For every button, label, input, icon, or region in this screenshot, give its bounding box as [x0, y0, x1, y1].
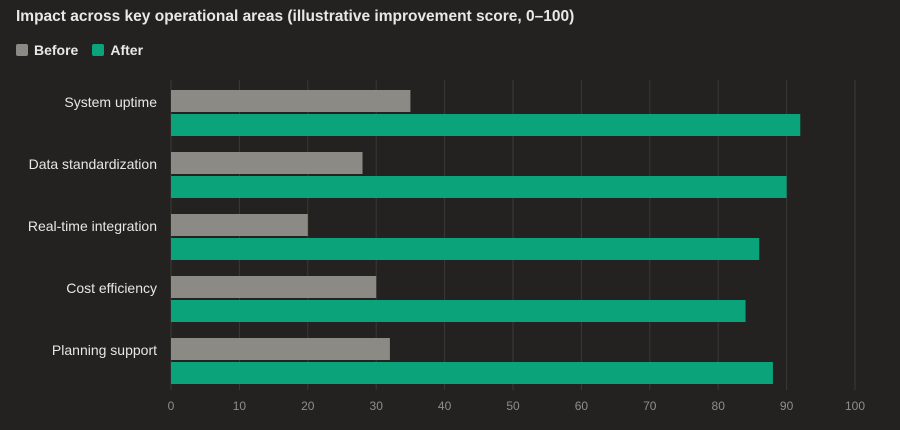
category-label-system-uptime: System uptime: [64, 94, 157, 110]
legend-label-after: After: [110, 42, 144, 58]
x-tick-label-100: 100: [845, 399, 865, 413]
x-tick-label-30: 30: [370, 399, 384, 413]
x-tick-label-70: 70: [643, 399, 657, 413]
bar-before-real-time-integration: [171, 214, 308, 236]
legend-label-before: Before: [34, 42, 79, 58]
bar-after-real-time-integration: [171, 238, 760, 260]
bar-before-system-uptime: [171, 90, 411, 112]
bar-before-data-standardization: [171, 152, 363, 174]
bar-after-data-standardization: [171, 176, 787, 198]
x-tick-label-10: 10: [233, 399, 247, 413]
bar-after-planning-support: [171, 362, 773, 384]
legend-swatch-after: [92, 44, 105, 56]
category-label-real-time-integration: Real-time integration: [28, 218, 157, 234]
category-label-planning-support: Planning support: [52, 342, 157, 358]
x-tick-label-60: 60: [575, 399, 589, 413]
x-tick-label-50: 50: [506, 399, 520, 413]
chart-title: Impact across key operational areas (ill…: [16, 8, 575, 25]
x-tick-label-0: 0: [168, 399, 175, 413]
category-label-data-standardization: Data standardization: [29, 156, 157, 172]
x-tick-label-80: 80: [712, 399, 726, 413]
category-label-cost-efficiency: Cost efficiency: [66, 280, 157, 296]
chart-legend: Before After: [16, 42, 143, 58]
legend-item-before: Before: [16, 42, 78, 58]
bar-before-cost-efficiency: [171, 276, 377, 298]
bar-before-planning-support: [171, 338, 390, 360]
x-tick-label-40: 40: [438, 399, 452, 413]
bar-after-cost-efficiency: [171, 300, 746, 322]
x-tick-label-20: 20: [301, 399, 315, 413]
x-tick-label-90: 90: [780, 399, 794, 413]
legend-item-after: After: [92, 42, 143, 58]
legend-swatch-before: [16, 44, 28, 56]
bar-after-system-uptime: [171, 114, 801, 136]
